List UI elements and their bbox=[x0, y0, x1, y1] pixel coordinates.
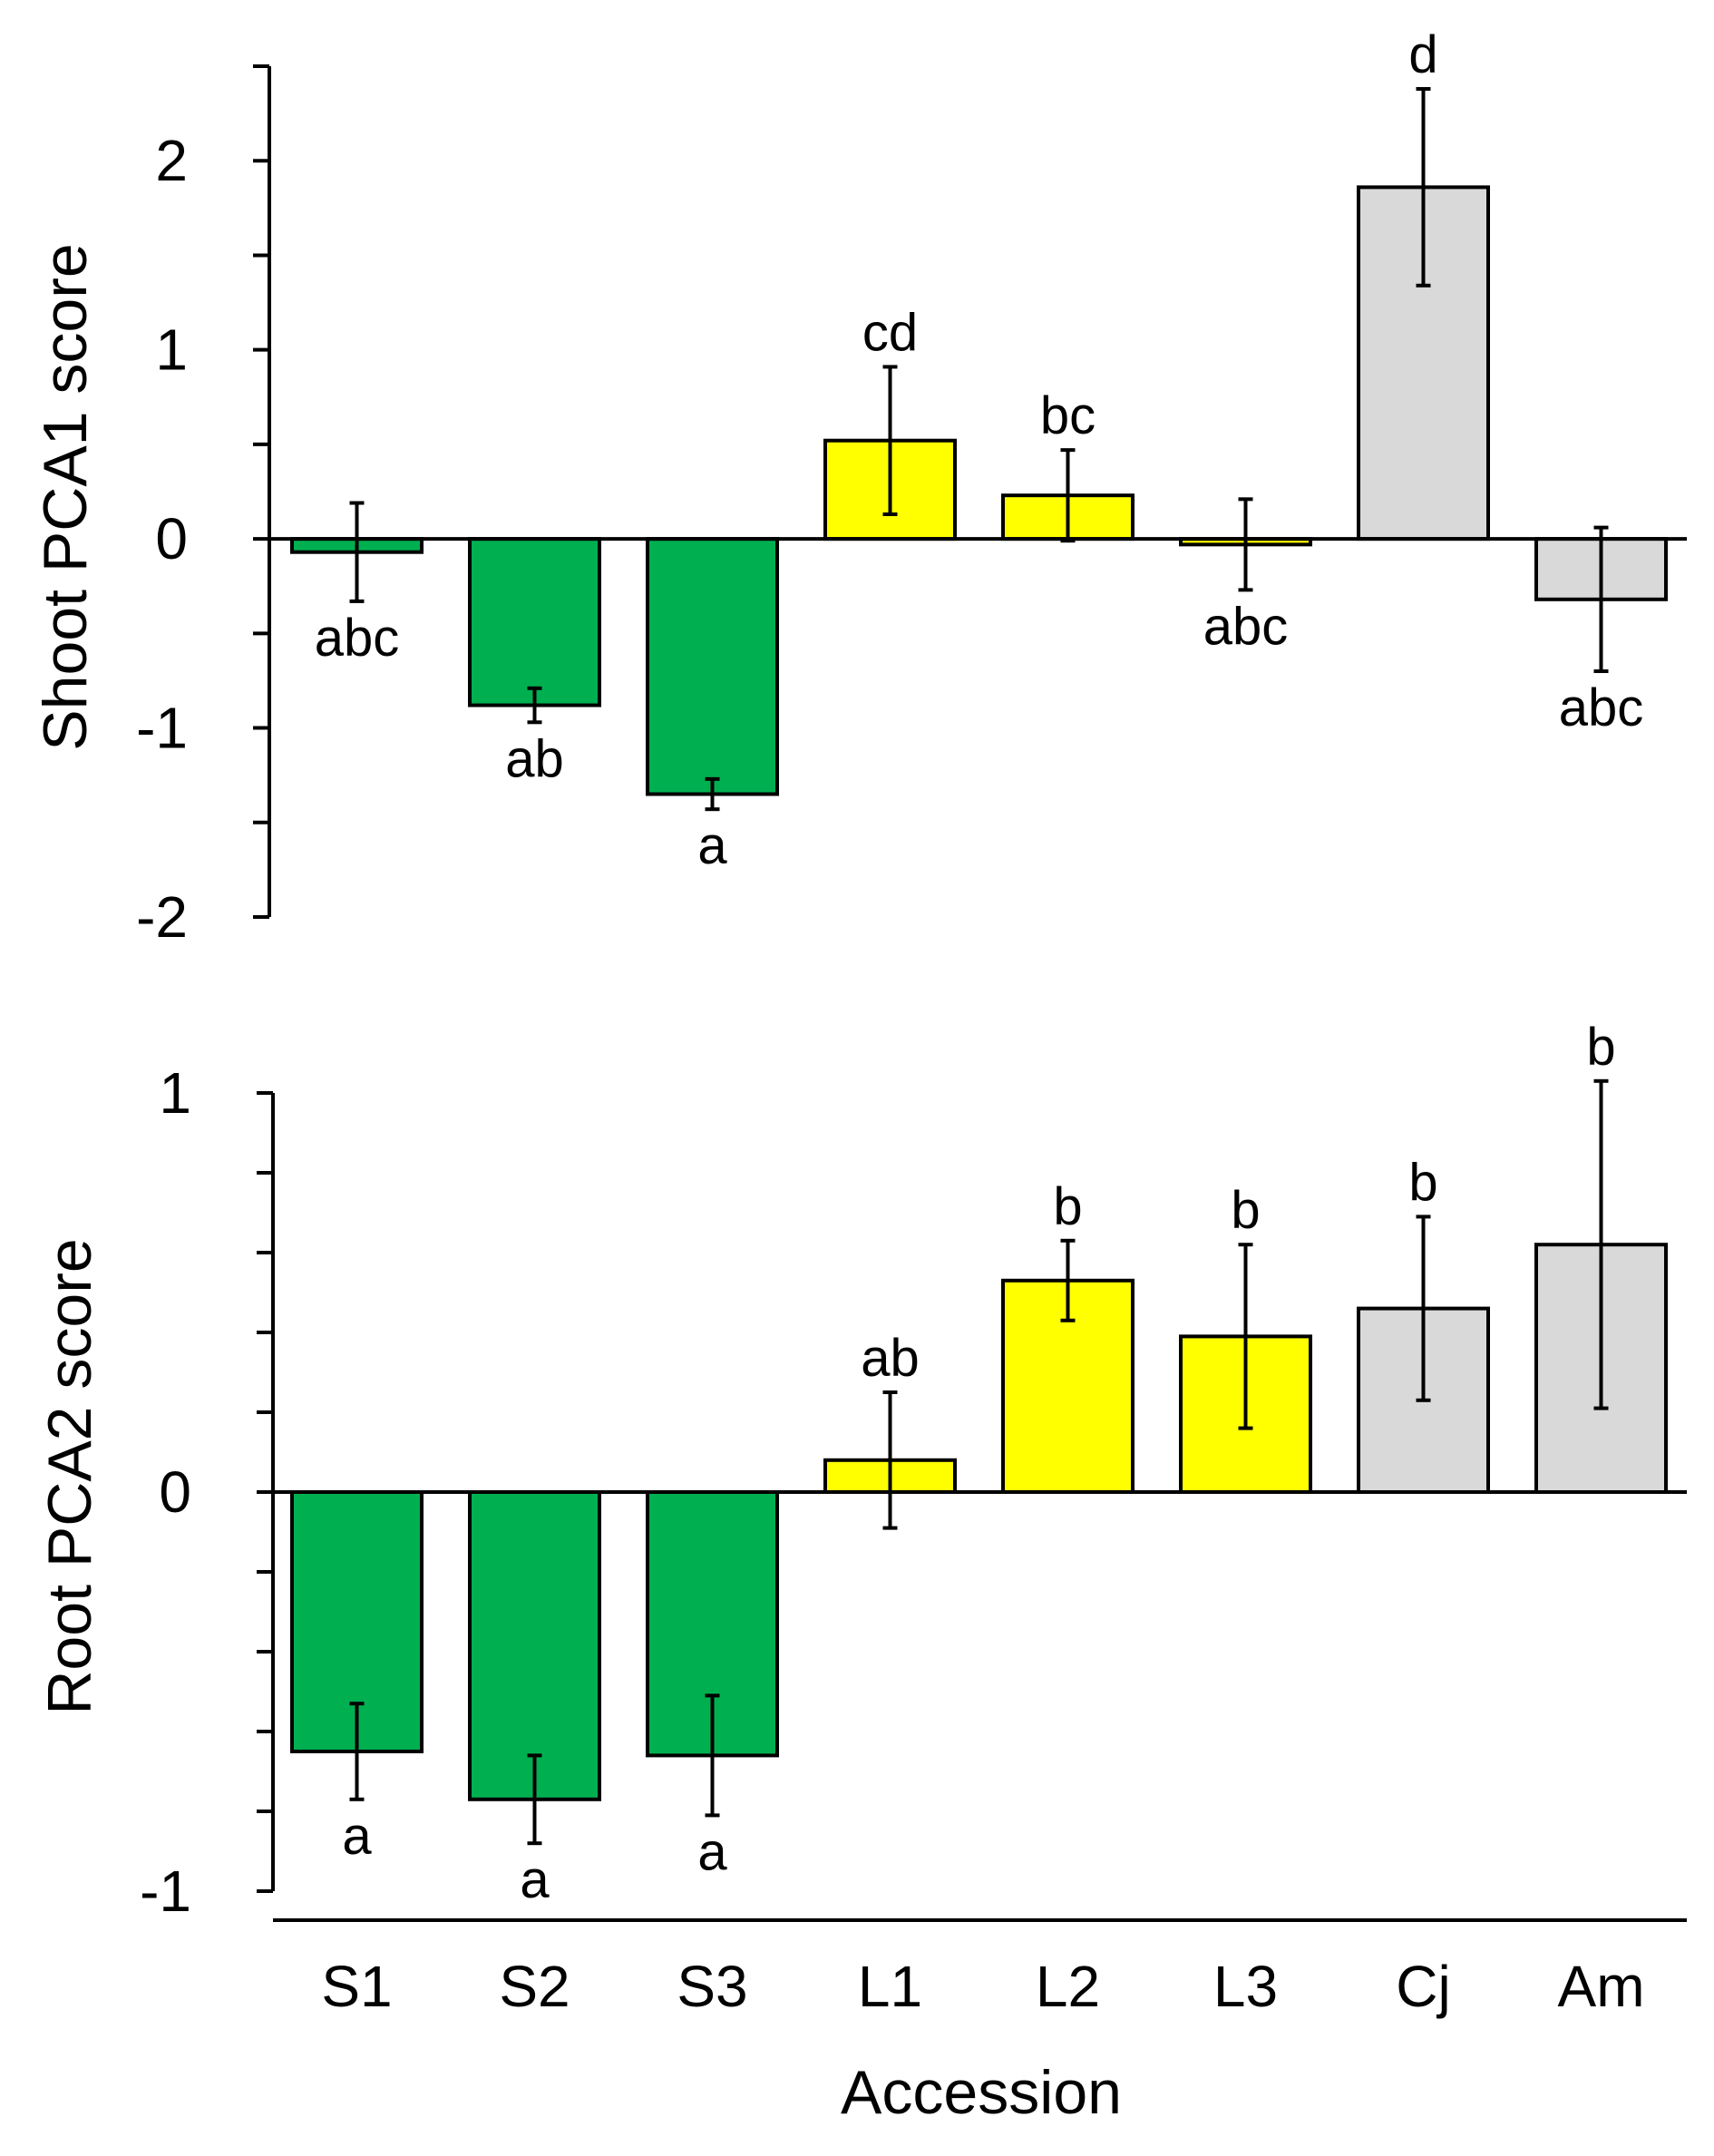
y-axis-title: Shoot PCA1 score bbox=[31, 243, 100, 750]
x-axis-title: Accession bbox=[841, 2058, 1122, 2127]
significance-label: b bbox=[1231, 1181, 1260, 1240]
y-tick-label: 1 bbox=[155, 317, 188, 383]
bar bbox=[468, 1490, 601, 1801]
bar bbox=[468, 537, 601, 707]
x-category-label: L3 bbox=[1213, 1954, 1278, 2019]
x-category-label: Cj bbox=[1396, 1954, 1450, 2019]
x-category-label: S3 bbox=[677, 1954, 747, 2019]
significance-label: a bbox=[697, 816, 727, 875]
significance-label: ab bbox=[505, 729, 564, 788]
x-category-label: S1 bbox=[321, 1954, 392, 2019]
y-tick-label: -1 bbox=[140, 1858, 191, 1924]
x-category-label: L1 bbox=[858, 1954, 922, 2019]
shoot-pca1-panel: -2 -1 0 1 2 Shoot PCA1 score abc ab a cd bc abc d abc bbox=[31, 25, 1687, 950]
significance-label: b bbox=[1586, 1018, 1615, 1077]
y-axis-title: Root PCA2 score bbox=[35, 1238, 104, 1714]
y-tick-label: 1 bbox=[159, 1060, 191, 1126]
y-tick-label: 2 bbox=[155, 128, 188, 193]
y-tick-label: -1 bbox=[136, 696, 188, 761]
x-category-label: L2 bbox=[1036, 1954, 1100, 2019]
root-pca2-panel: -1 0 1 Root PCA2 score a S1 a S2 a S3 ab L1 b L2 b L3 b C… bbox=[35, 1018, 1687, 2127]
significance-label: a bbox=[342, 1807, 372, 1866]
significance-label: b bbox=[1408, 1153, 1437, 1212]
y-tick-label: -2 bbox=[136, 884, 188, 950]
significance-label: cd bbox=[862, 303, 918, 362]
significance-label: d bbox=[1408, 25, 1437, 84]
significance-label: abc bbox=[1559, 678, 1644, 737]
significance-label: abc bbox=[315, 609, 400, 668]
significance-label: a bbox=[520, 1850, 550, 1909]
bar bbox=[646, 537, 779, 796]
y-tick-label: 0 bbox=[155, 506, 188, 571]
y-tick-label: 0 bbox=[159, 1459, 191, 1525]
significance-label: ab bbox=[861, 1329, 920, 1388]
significance-label: bc bbox=[1040, 386, 1096, 445]
significance-label: b bbox=[1053, 1177, 1082, 1236]
x-category-label: Am bbox=[1558, 1954, 1645, 2019]
significance-label: abc bbox=[1203, 597, 1289, 656]
significance-label: a bbox=[697, 1822, 727, 1881]
x-category-label: S2 bbox=[499, 1954, 570, 2019]
